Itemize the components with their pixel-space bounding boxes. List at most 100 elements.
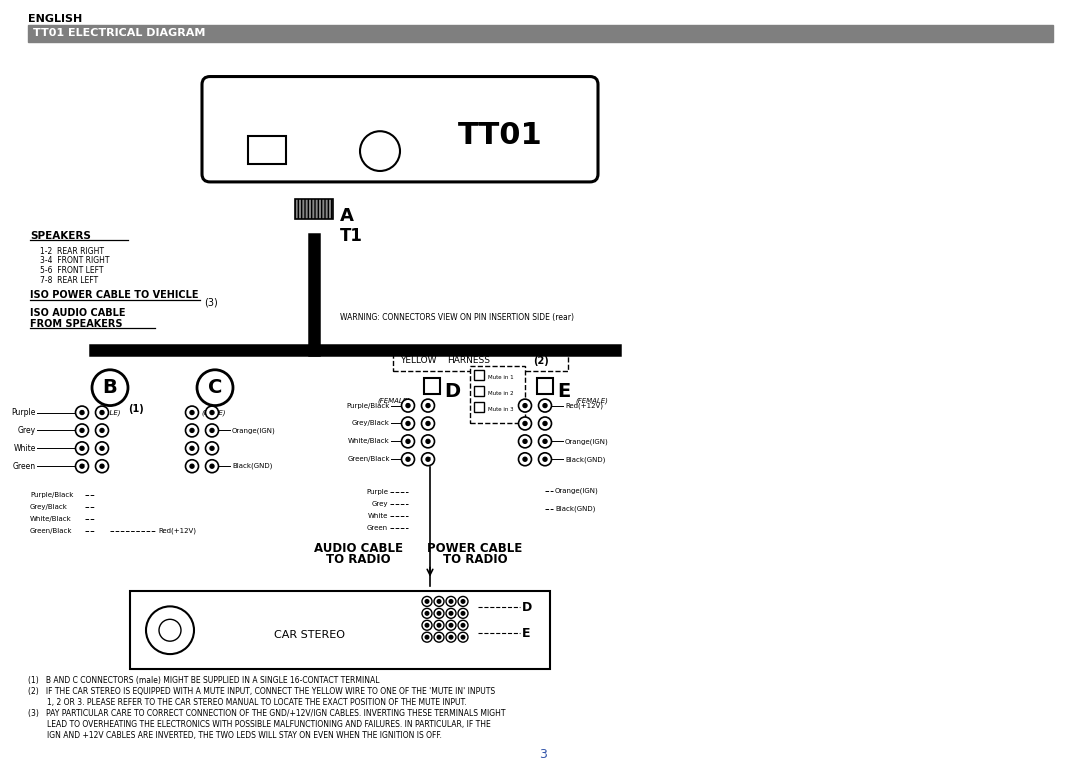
Text: Grey: Grey [18,426,36,435]
Text: IGN AND +12V CABLES ARE INVERTED, THE TWO LEDS WILL STAY ON EVEN WHEN THE IGNITI: IGN AND +12V CABLES ARE INVERTED, THE TW… [28,731,442,739]
Circle shape [518,452,531,465]
Circle shape [437,612,441,615]
Text: 2: 2 [406,403,410,408]
Circle shape [421,399,434,412]
Circle shape [543,439,546,443]
Circle shape [434,620,444,630]
Text: T1: T1 [340,227,363,245]
Text: 5-6  FRONT LEFT: 5-6 FRONT LEFT [40,266,104,275]
Text: Black(GND): Black(GND) [232,463,272,469]
Text: D: D [522,601,532,614]
Text: Purple: Purple [12,408,36,417]
Circle shape [360,131,400,171]
Circle shape [461,636,464,639]
Circle shape [543,457,546,462]
Circle shape [539,452,552,465]
Circle shape [426,600,429,604]
Text: 7: 7 [426,457,430,462]
Circle shape [518,399,531,412]
Bar [248,136,286,164]
Circle shape [437,600,441,604]
Bar [295,199,333,219]
Text: TT01 ELECTRICAL DIAGRAM: TT01 ELECTRICAL DIAGRAM [33,27,205,38]
Circle shape [543,404,546,407]
Text: D: D [444,382,460,401]
Circle shape [80,464,84,468]
Text: AUDIO CABLE: AUDIO CABLE [313,542,403,555]
Text: Purple: Purple [366,489,388,495]
Circle shape [210,464,214,468]
Circle shape [539,435,552,448]
Circle shape [76,406,89,419]
Text: 1-2  REAR RIGHT: 1-2 REAR RIGHT [40,246,104,256]
Text: 3-4  FRONT RIGHT: 3-4 FRONT RIGHT [40,256,109,266]
Circle shape [437,623,441,627]
Circle shape [76,424,89,437]
Circle shape [426,404,430,407]
Circle shape [449,636,453,639]
Circle shape [446,608,456,618]
Text: 4: 4 [100,428,104,433]
Text: Purple/Black: Purple/Black [30,492,73,498]
Circle shape [523,439,527,443]
Text: HARNESS: HARNESS [447,356,490,365]
Circle shape [422,620,432,630]
Circle shape [205,406,218,419]
Text: White/Black: White/Black [348,439,390,444]
Circle shape [100,410,104,414]
Circle shape [159,620,181,641]
Text: B: B [103,378,118,398]
Text: SPEAKERS: SPEAKERS [30,230,91,240]
Circle shape [402,417,415,430]
Bar [474,370,484,380]
Circle shape [186,406,199,419]
Bar [28,25,1053,42]
Circle shape [80,429,84,433]
Text: 7: 7 [80,464,84,468]
Circle shape [539,417,552,430]
Circle shape [406,421,410,426]
Circle shape [434,608,444,618]
Circle shape [100,429,104,433]
Text: Red(+12V): Red(+12V) [565,402,603,409]
Circle shape [458,620,468,630]
Text: Black(GND): Black(GND) [565,456,606,462]
Text: Green/Black: Green/Black [348,456,390,462]
Circle shape [76,442,89,455]
Text: (FEMALE): (FEMALE) [575,398,608,404]
Text: (MALE): (MALE) [201,410,226,416]
Circle shape [437,636,441,639]
Circle shape [190,464,194,468]
Circle shape [422,608,432,618]
Circle shape [92,370,129,406]
Circle shape [80,410,84,414]
FancyBboxPatch shape [202,76,598,182]
Circle shape [95,424,108,437]
Bar [393,353,568,371]
Circle shape [186,424,199,437]
Circle shape [523,421,527,426]
Text: 7-8  REAR LEFT: 7-8 REAR LEFT [40,276,98,285]
Circle shape [421,452,434,465]
Circle shape [458,608,468,618]
Circle shape [434,633,444,642]
Text: 5: 5 [427,439,430,444]
Text: 4: 4 [406,421,410,426]
Circle shape [426,623,429,627]
Text: Grey: Grey [372,501,388,507]
Circle shape [205,460,218,472]
Circle shape [446,633,456,642]
Circle shape [518,417,531,430]
Circle shape [402,399,415,412]
Circle shape [446,597,456,607]
Text: (3)   PAY PARTICULAR CARE TO CORRECT CONNECTION OF THE GND/+12V/IGN CABLES. INVE: (3) PAY PARTICULAR CARE TO CORRECT CONNE… [28,709,505,718]
Circle shape [539,399,552,412]
Circle shape [205,442,218,455]
Circle shape [422,633,432,642]
Text: 2: 2 [100,410,104,415]
Bar [537,378,553,394]
Text: 6: 6 [100,446,104,451]
Circle shape [186,460,199,472]
Circle shape [543,421,546,426]
Circle shape [406,457,410,462]
